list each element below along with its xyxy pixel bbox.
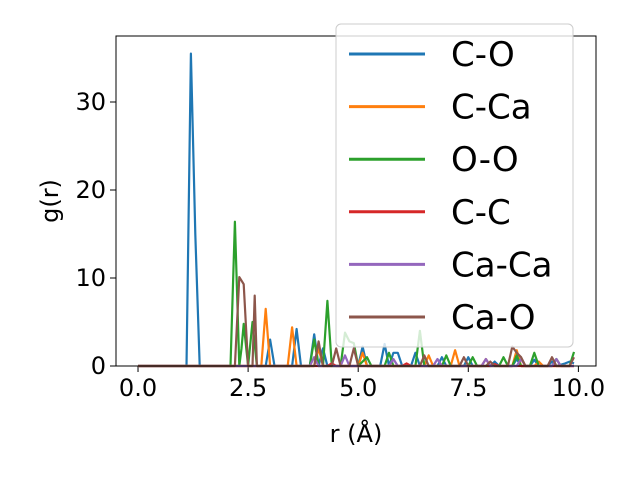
legend: C-O C-Ca O-O C-C Ca-Ca Ca-O — [335, 23, 574, 348]
x-axis-label: r (Å) — [330, 419, 383, 448]
y-tick-label: 30 — [75, 88, 106, 116]
y-tick-label: 10 — [75, 264, 106, 292]
legend-label: Ca-Ca — [451, 245, 552, 285]
x-tick-label: 0.0 — [119, 374, 157, 402]
x-tick-label: 10.0 — [552, 374, 605, 402]
legend-label: C-C — [451, 193, 511, 233]
y-axis-label: g(r) — [36, 179, 64, 223]
legend-label: Ca-O — [451, 298, 536, 338]
legend-label: O-O — [451, 140, 519, 180]
x-axis-ticks: 0.0 2.5 5.0 7.5 10.0 — [119, 366, 605, 402]
series-line-c-c — [138, 362, 574, 368]
y-axis-ticks: 0 10 20 30 — [75, 88, 116, 380]
x-tick-label: 7.5 — [449, 374, 487, 402]
series-line-ca-o — [138, 276, 575, 368]
y-tick-label: 0 — [91, 352, 106, 380]
x-tick-label: 5.0 — [339, 374, 377, 402]
x-tick-label: 2.5 — [229, 374, 267, 402]
legend-label: C-Ca — [451, 88, 532, 128]
y-tick-label: 20 — [75, 176, 106, 204]
legend-box — [335, 23, 574, 348]
legend-label: C-O — [451, 35, 515, 75]
